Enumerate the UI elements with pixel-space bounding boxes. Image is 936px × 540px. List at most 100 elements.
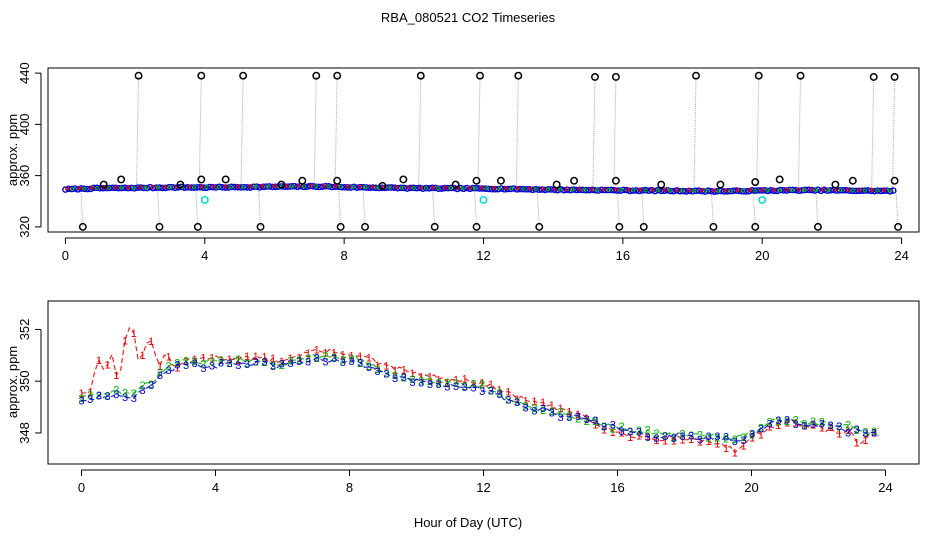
series-1-marker: 1 bbox=[235, 355, 241, 367]
series-1-marker: 1 bbox=[775, 420, 781, 432]
top-baseline-point bbox=[106, 184, 113, 192]
top-spike-line bbox=[135, 75, 140, 188]
top-outlier-point bbox=[476, 71, 484, 80]
series-1-marker: 1 bbox=[113, 370, 119, 382]
top-green-point bbox=[265, 184, 270, 189]
top-spike-line bbox=[710, 191, 714, 227]
series-1-marker: 1 bbox=[366, 352, 372, 364]
top-baseline-point bbox=[209, 183, 217, 191]
top-green-point bbox=[631, 188, 636, 193]
top-outlier-point bbox=[890, 176, 899, 185]
top-green-point bbox=[692, 188, 697, 193]
series-3-marker: 3 bbox=[636, 427, 642, 439]
top-spike-line bbox=[815, 190, 819, 227]
top-red-point bbox=[491, 185, 496, 190]
top-flagged-point bbox=[479, 196, 488, 204]
top-red-point bbox=[723, 188, 728, 193]
top-outlier-point bbox=[197, 175, 206, 184]
series-3-marker: 3 bbox=[784, 415, 790, 427]
series-2-marker: 2 bbox=[618, 421, 624, 433]
top-baseline-point bbox=[786, 186, 794, 194]
series-3-marker: 3 bbox=[819, 419, 825, 431]
series-2-marker: 2 bbox=[505, 394, 511, 406]
top-outlier-point bbox=[277, 180, 286, 189]
top-outlier-point bbox=[657, 180, 666, 189]
top-outlier-point bbox=[591, 73, 599, 81]
series-2-marker: 2 bbox=[235, 354, 241, 366]
top-flagged-point bbox=[200, 196, 209, 204]
series-2-marker: 2 bbox=[401, 372, 407, 384]
series-1-marker: 1 bbox=[575, 409, 581, 421]
series-1-marker: 1 bbox=[383, 360, 389, 372]
top-outlier-point bbox=[831, 180, 840, 189]
top-red-point bbox=[504, 186, 509, 191]
series-2-marker: 2 bbox=[523, 401, 529, 413]
top-red-point bbox=[187, 184, 192, 189]
top-green-point bbox=[119, 185, 124, 190]
top-baseline-point bbox=[827, 187, 834, 194]
top-baseline-point bbox=[400, 184, 408, 192]
top-green-point bbox=[533, 187, 538, 192]
top-baseline-point bbox=[77, 185, 85, 192]
series-3-marker: 3 bbox=[235, 360, 241, 372]
series-3-marker: 3 bbox=[662, 431, 668, 443]
top-red-point bbox=[808, 187, 813, 192]
top-red-point bbox=[89, 185, 94, 190]
series-2-marker: 2 bbox=[174, 357, 180, 369]
series-1-marker: 1 bbox=[261, 352, 267, 364]
top-green-point bbox=[594, 187, 599, 192]
top-x-tick-label: 0 bbox=[62, 248, 69, 263]
series-3-marker: 3 bbox=[688, 431, 694, 443]
top-spike-line bbox=[334, 75, 338, 187]
bottom-y-tick-label: 352 bbox=[17, 319, 32, 341]
series-3-marker: 3 bbox=[758, 424, 764, 436]
series-1-marker: 1 bbox=[87, 387, 93, 399]
top-baseline-point bbox=[673, 187, 681, 194]
series-2-marker: 2 bbox=[261, 357, 267, 369]
top-baseline-point bbox=[708, 187, 715, 195]
series-1-marker: 1 bbox=[749, 432, 755, 444]
top-green-point bbox=[814, 188, 819, 193]
top-red-point bbox=[65, 186, 70, 191]
series-3-marker: 3 bbox=[409, 377, 415, 389]
series-3-marker: 3 bbox=[453, 381, 459, 393]
series-3-marker: 3 bbox=[314, 353, 320, 365]
series-3-marker: 3 bbox=[645, 432, 651, 444]
series-1-marker: 1 bbox=[166, 352, 172, 364]
series-3-marker: 3 bbox=[244, 359, 250, 371]
top-baseline-point bbox=[309, 182, 317, 190]
top-baseline-point bbox=[391, 184, 398, 191]
top-baseline-point bbox=[407, 184, 414, 192]
top-red-point bbox=[699, 188, 704, 193]
top-outlier-point bbox=[197, 71, 206, 80]
top-baseline-point bbox=[212, 184, 220, 191]
top-baseline-point bbox=[109, 184, 116, 192]
series-3-marker: 3 bbox=[575, 411, 581, 423]
top-spike-line bbox=[871, 76, 875, 191]
series-2-marker: 2 bbox=[854, 425, 860, 437]
series-2-marker: 2 bbox=[801, 419, 807, 431]
series-1-marker: 1 bbox=[592, 420, 598, 432]
series-3-marker: 3 bbox=[679, 431, 685, 443]
series-1-marker: 1 bbox=[279, 356, 285, 368]
top-spike-line bbox=[752, 190, 756, 227]
top-outlier-point bbox=[535, 222, 544, 231]
top-green-point bbox=[94, 186, 99, 191]
top-red-point bbox=[845, 187, 850, 192]
top-outlier-point bbox=[193, 222, 202, 231]
series-1-marker: 1 bbox=[740, 440, 746, 452]
series-3-marker: 3 bbox=[183, 360, 189, 372]
series-2-marker: 2 bbox=[148, 379, 154, 391]
top-y-tick-label: 320 bbox=[17, 216, 32, 238]
top-red-point bbox=[235, 184, 240, 189]
top-x-tick-label: 16 bbox=[616, 248, 630, 263]
series-1-marker: 1 bbox=[148, 336, 154, 348]
series-1-marker: 1 bbox=[706, 436, 712, 448]
top-red-point bbox=[309, 183, 314, 188]
series-1-marker: 1 bbox=[523, 395, 529, 407]
series-2-marker: 2 bbox=[828, 420, 834, 432]
series-1-marker: 1 bbox=[436, 375, 442, 387]
top-spike-line bbox=[338, 187, 342, 227]
series-1-marker: 1 bbox=[427, 372, 433, 384]
series-3-marker: 3 bbox=[767, 418, 773, 430]
